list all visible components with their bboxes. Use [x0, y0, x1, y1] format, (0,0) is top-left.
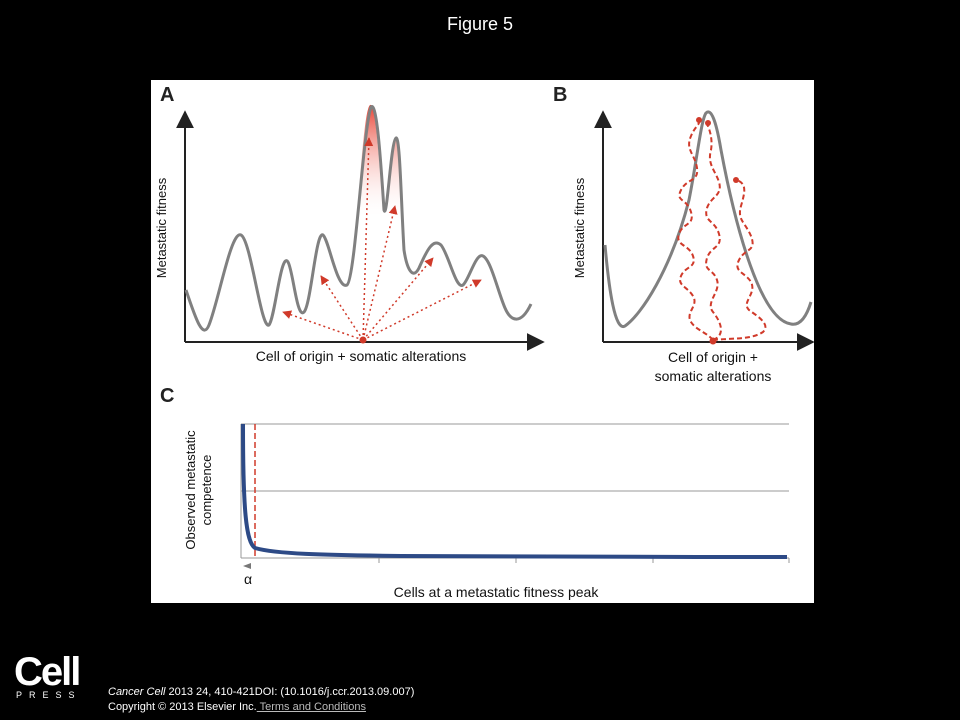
panel-b-letter: B [553, 84, 567, 106]
panel-c-competence-decay [241, 423, 788, 559]
panel-a-origin-dot [359, 336, 367, 344]
panel-b-ylabel: Metastatic fitness [572, 177, 587, 278]
copyright-text: Copyright © 2013 Elsevier Inc. [108, 701, 257, 713]
panel-b-xlabel-line1: Cell of origin + [668, 349, 758, 365]
citation-details: 2013 24, 410-421DOI: (10.1016/j.ccr.2013… [165, 686, 415, 698]
panel-a-ylabel: Metastatic fitness [154, 177, 169, 278]
journal-name: Cancer Cell [108, 686, 166, 698]
panel-a-peak-shading [357, 104, 401, 220]
terms-link[interactable]: Terms and Conditions [256, 701, 366, 713]
panel-c-ylabel-line2: competence [199, 455, 214, 526]
panel-b-walk-end-1 [696, 117, 702, 123]
panel-b-random-walks [677, 119, 767, 341]
panel-b-walk-end-2 [705, 120, 711, 126]
cell-press-logo: Cell PRESS [14, 650, 84, 706]
panel-a: A Cell of origin + somatic alterations M… [154, 84, 545, 364]
citation-block: Cancer Cell 2013 24, 410-421DOI: (10.101… [108, 685, 414, 715]
panel-a-arrows [282, 137, 482, 341]
panel-c-xlabel: Cells at a metastatic fitness peak [394, 584, 600, 600]
panel-c-letter: C [160, 385, 174, 407]
panel-a-xlabel: Cell of origin + somatic alterations [256, 348, 467, 364]
panel-b-fitness-peak [603, 110, 813, 328]
citation-line: Cancer Cell 2013 24, 410-421DOI: (10.101… [108, 685, 414, 700]
panel-b: B Cell of origin + somatic alterations M… [553, 84, 814, 384]
panel-c-alpha-marker [243, 563, 251, 569]
panel-c-alpha-label: α [244, 571, 252, 587]
figure-image: A Cell of origin + somatic alterations M… [151, 80, 814, 603]
panel-a-letter: A [160, 84, 174, 106]
panel-b-origin-dot [709, 337, 717, 345]
panel-a-fitness-landscape [184, 105, 533, 332]
logo-sub: PRESS [16, 690, 82, 700]
copyright-line: Copyright © 2013 Elsevier Inc. Terms and… [108, 700, 414, 715]
figure-svg: A Cell of origin + somatic alterations M… [154, 84, 814, 600]
panel-c-ylabel-line1: Observed metastatic [183, 430, 198, 550]
logo-word: Cell [14, 650, 81, 694]
panel-b-walk-end-3 [733, 177, 739, 183]
slide-title: Figure 5 [446, 14, 514, 34]
panel-b-xlabel-line2: somatic alterations [655, 368, 772, 384]
panel-c: C α Cells at a metastatic fitness peak O… [160, 385, 790, 600]
